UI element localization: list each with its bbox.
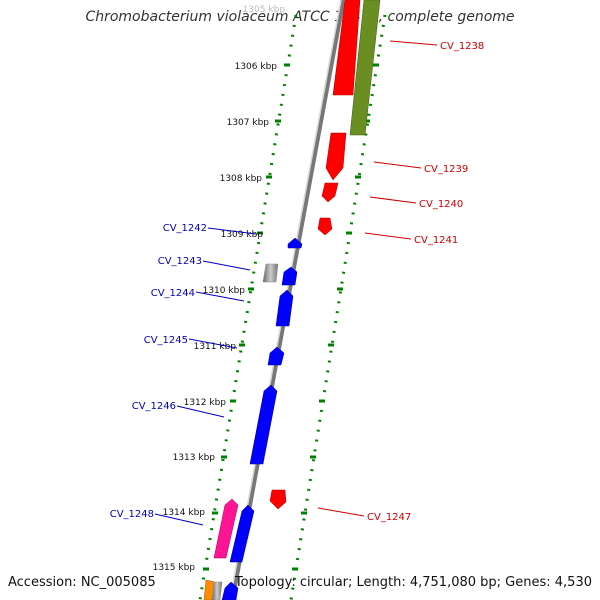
ruler-label: 1305 kbp bbox=[243, 5, 286, 15]
gene-label-cv-1243[interactable]: CV_1243 bbox=[158, 256, 202, 267]
ruler-label: 1310 kbp bbox=[203, 286, 246, 296]
map-title: Chromobacterium violaceum ATCC 12472, co… bbox=[85, 9, 515, 25]
ruler-label: 1306 kbp bbox=[235, 62, 278, 72]
ruler-label: 1308 kbp bbox=[220, 174, 263, 184]
gene-label-cv-1244[interactable]: CV_1244 bbox=[151, 288, 195, 299]
gene-cv-1248[interactable] bbox=[229, 504, 255, 563]
leader-line bbox=[364, 232, 412, 240]
leader-line bbox=[195, 291, 245, 302]
gene-cv-1238[interactable] bbox=[332, 0, 361, 96]
gene-label-cv-1239[interactable]: CV_1239 bbox=[424, 164, 468, 175]
ruler-label: 1307 kbp bbox=[227, 118, 270, 128]
gene-label-cv-1240[interactable]: CV_1240 bbox=[419, 199, 463, 210]
gene-cv-1245[interactable] bbox=[267, 346, 285, 366]
gene-cv-1247[interactable] bbox=[269, 489, 287, 510]
gene-label-cv-1242[interactable]: CV_1242 bbox=[163, 223, 207, 234]
gene-cv-1243-gray[interactable] bbox=[262, 263, 279, 283]
gene-label-cv-1241[interactable]: CV_1241 bbox=[414, 235, 458, 246]
accession-label: Accession: NC_005085 bbox=[8, 575, 156, 590]
ruler-label: 1315 kbp bbox=[153, 563, 196, 573]
gene-cv-1239[interactable] bbox=[325, 132, 347, 181]
ruler-label: 1309 kbp bbox=[221, 230, 264, 240]
ruler-label: 1314 kbp bbox=[163, 508, 206, 518]
gene-cv-1243[interactable] bbox=[281, 266, 298, 286]
major-ticks bbox=[203, 63, 290, 571]
gene-cv-1246[interactable] bbox=[249, 384, 278, 465]
gene-cv-1238-olive[interactable] bbox=[349, 0, 381, 136]
gene-label-cv-1246[interactable]: CV_1246 bbox=[132, 401, 176, 412]
topology-label: Topology: circular; Length: 4,751,080 bp… bbox=[234, 575, 592, 590]
gene-label-cv-1238[interactable]: CV_1238 bbox=[440, 41, 484, 52]
leader-line bbox=[373, 161, 422, 169]
gene-cv-1242[interactable] bbox=[287, 237, 303, 249]
leader-line bbox=[176, 405, 225, 418]
gene-cv-1248-pink[interactable] bbox=[213, 498, 239, 559]
gene-blue-bottom[interactable] bbox=[221, 581, 239, 600]
leader-line bbox=[188, 338, 238, 349]
leader-line bbox=[207, 227, 257, 235]
gene-gray-bottom[interactable] bbox=[211, 581, 223, 600]
gene-label-cv-1245[interactable]: CV_1245 bbox=[144, 335, 188, 346]
ruler-label: 1313 kbp bbox=[173, 453, 216, 463]
gene-cv-1244[interactable] bbox=[275, 289, 294, 327]
ruler-label: 1312 kbp bbox=[184, 398, 227, 408]
gene-label-cv-1248[interactable]: CV_1248 bbox=[110, 509, 154, 520]
leader-line bbox=[369, 196, 417, 204]
gene-cv-1240[interactable] bbox=[321, 182, 339, 203]
gene-cv-1241[interactable] bbox=[317, 217, 333, 236]
leader-line bbox=[389, 40, 438, 46]
leader-line bbox=[317, 507, 365, 517]
leader-line bbox=[154, 513, 204, 526]
leader-line bbox=[202, 260, 251, 271]
ruler-label: 1311 kbp bbox=[194, 342, 237, 352]
gene-label-cv-1247[interactable]: CV_1247 bbox=[367, 512, 411, 523]
